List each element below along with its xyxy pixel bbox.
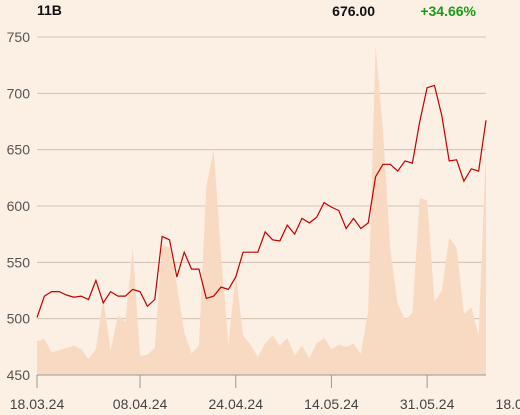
y-tick-label: 600: [7, 198, 31, 214]
x-tick-label: 18.03.24: [10, 396, 65, 412]
x-tick-label: 08.04.24: [113, 396, 168, 412]
x-axis-ticks: [36, 375, 428, 388]
x-axis-labels: 18.03.24 08.04.24 24.04.24 14.05.24 31.05.24…: [10, 396, 520, 412]
price-line: [36, 84, 487, 318]
x-tick-label: 31.05.24: [400, 396, 455, 412]
y-tick-label: 500: [7, 311, 31, 327]
y-tick-label: 450: [7, 367, 31, 383]
y-tick-label: 550: [7, 254, 31, 270]
last-price: 676.00: [332, 3, 375, 19]
x-tick-label: 24.04.24: [208, 396, 263, 412]
x-tick-label: 14.05.24: [304, 396, 359, 412]
y-tick-label: 750: [7, 29, 31, 45]
y-axis-labels: 450 500 550 600 650 700 750: [7, 29, 31, 383]
x-tick-label: 18.06.24: [496, 396, 520, 412]
change-percent: +34.66%: [420, 3, 476, 19]
y-tick-label: 700: [7, 85, 31, 101]
volume-area: [37, 46, 486, 375]
volume-label: 11B: [37, 2, 62, 18]
y-tick-label: 650: [7, 142, 31, 158]
